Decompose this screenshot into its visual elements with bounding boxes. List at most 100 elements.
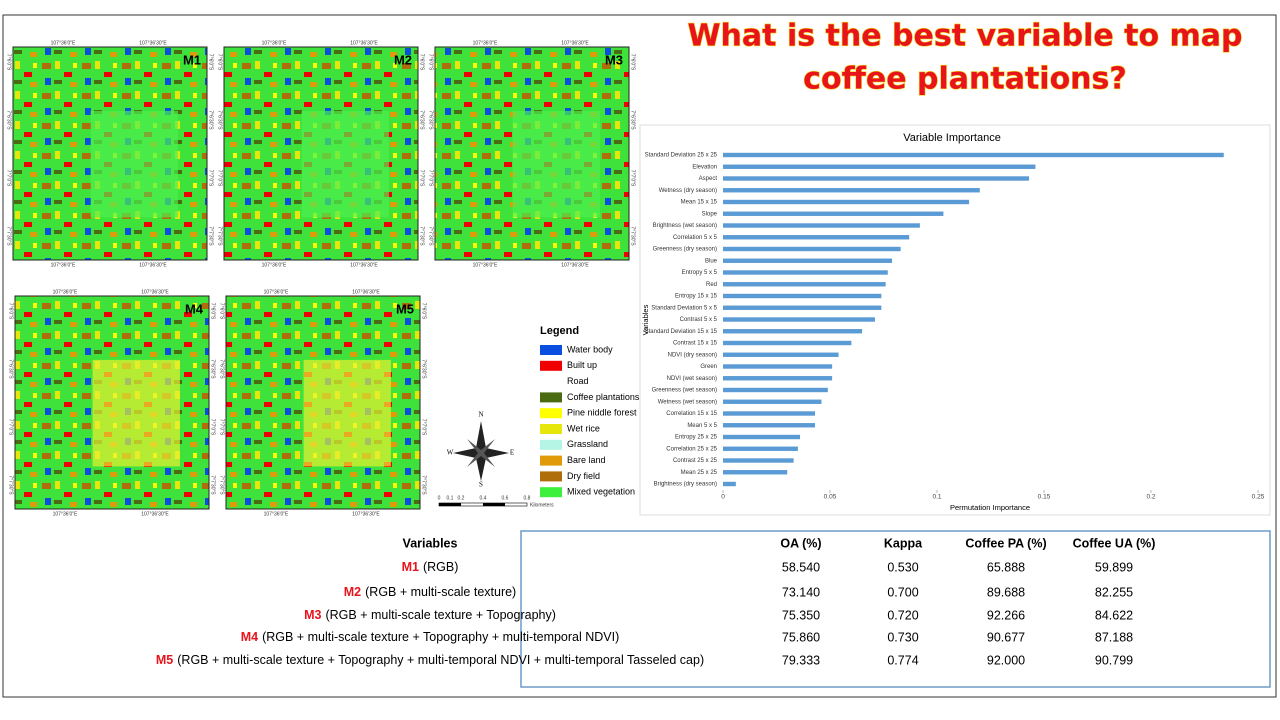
title-line: What is the best variable to map xyxy=(687,19,1242,54)
model-id: M3 xyxy=(304,608,321,622)
x-tick-label: 0.25 xyxy=(1252,494,1265,501)
y-tick-label: Slope xyxy=(702,211,718,217)
bar xyxy=(723,481,736,487)
map-coord: 7°7'30"S xyxy=(421,475,427,495)
y-tick-label: Correlation 15 x 15 xyxy=(666,411,717,417)
map-coord: 107°36'0"E xyxy=(51,262,76,268)
map-coord: 7°7'30"S xyxy=(208,226,214,246)
y-tick-label: Brightness (dry season) xyxy=(654,482,717,488)
compass-letter: E xyxy=(510,449,514,457)
y-tick-label: Contrast 5 x 5 xyxy=(680,317,718,323)
table-cell: 65.888 xyxy=(987,560,1025,574)
table-cell: M3 (RGB + multi-scale texture + Topograph… xyxy=(304,608,556,622)
table-cell: 79.333 xyxy=(782,653,820,667)
map-shade xyxy=(303,359,391,467)
map-coord: 107°36'0"E xyxy=(262,262,287,268)
map-coord: 107°36'30"E xyxy=(561,262,589,268)
table-cell: 73.140 xyxy=(782,585,820,599)
map-coord: 107°36'30"E xyxy=(139,40,167,46)
y-tick-label: Contrast 15 x 15 xyxy=(673,341,718,347)
map-coord: 7°7'0"S xyxy=(8,419,14,436)
map-coord: 107°36'30"E xyxy=(141,511,169,517)
scale-label: 0.8 xyxy=(524,495,531,501)
legend-label: Road xyxy=(567,376,589,386)
legend-swatch xyxy=(540,376,562,387)
legend-swatch xyxy=(540,360,562,371)
bar xyxy=(723,329,863,334)
legend-label: Wet rice xyxy=(567,423,600,433)
legend-title: Legend xyxy=(540,325,579,337)
scale-bar xyxy=(439,503,461,506)
map-label: M3 xyxy=(605,52,623,67)
model-desc: (RGB + multi-scale texture + Topography … xyxy=(177,653,704,667)
bar xyxy=(723,423,816,428)
x-tick-label: 0.15 xyxy=(1038,494,1051,501)
table-cell: 0.530 xyxy=(887,560,918,574)
scale-label: 0.6 xyxy=(502,495,509,501)
map-label: M4 xyxy=(185,301,204,316)
scale-bar xyxy=(483,503,505,506)
bar xyxy=(723,411,816,416)
x-tick-label: 0.1 xyxy=(932,494,941,501)
legend-swatch xyxy=(540,471,562,482)
map-coord: 7°6'0"S xyxy=(6,54,12,71)
table-cell: 58.540 xyxy=(782,560,820,574)
y-tick-label: Mean 25 x 25 xyxy=(681,470,718,476)
map-coord: 107°36'0"E xyxy=(53,511,78,517)
legend-swatch xyxy=(540,455,562,466)
chart-title: Variable Importance xyxy=(903,132,1001,144)
map-coord: 7°7'0"S xyxy=(630,170,636,187)
map-coord: 107°36'30"E xyxy=(350,40,378,46)
compass-rose xyxy=(467,439,495,467)
compass-letter: S xyxy=(479,481,483,489)
table-cell: 90.677 xyxy=(987,630,1025,644)
bar xyxy=(723,399,822,404)
y-tick-label: Contrast 25 x 25 xyxy=(673,458,718,464)
y-tick-label: Mean 15 x 15 xyxy=(681,200,718,206)
map-coord: 7°6'0"S xyxy=(210,303,216,320)
y-tick-label: Brightness (wet season) xyxy=(653,223,717,229)
map-coord: 7°6'30"S xyxy=(421,359,427,379)
map-coord: 7°7'30"S xyxy=(210,475,216,495)
y-tick-label: Wetness (wet season) xyxy=(658,399,717,405)
map-coord: 7°7'0"S xyxy=(208,170,214,187)
model-id: M1 xyxy=(402,560,419,574)
table-header: Coffee PA (%) xyxy=(965,536,1046,550)
scale-unit: Kilometers xyxy=(530,502,554,508)
bar xyxy=(723,458,794,463)
bar xyxy=(723,387,828,393)
legend-swatch xyxy=(540,408,562,419)
bar xyxy=(723,434,801,440)
legend-label: Coffee plantations xyxy=(567,392,640,402)
table-cell: M2 (RGB + multi-scale texture) xyxy=(344,585,516,599)
bar xyxy=(723,317,875,322)
bar xyxy=(723,211,944,216)
map-coord: 7°7'0"S xyxy=(421,419,427,436)
table-cell: M5 (RGB + multi-scale texture + Topograph… xyxy=(156,653,704,667)
table-cell: 75.350 xyxy=(782,608,820,622)
map-coord: 7°6'30"S xyxy=(8,359,14,379)
bar xyxy=(723,152,1224,158)
map-coord: 7°6'0"S xyxy=(428,54,434,71)
y-tick-label: Entropy 15 x 15 xyxy=(675,294,718,300)
map-coord: 107°36'30"E xyxy=(352,511,380,517)
map-coord: 7°6'0"S xyxy=(419,54,425,71)
x-tick-label: 0 xyxy=(721,494,725,501)
map-shade xyxy=(92,359,180,467)
x-tick-label: 0.2 xyxy=(1146,494,1155,501)
table-header: Variables xyxy=(403,536,458,550)
y-tick-label: Wetness (dry season) xyxy=(659,188,717,194)
map-label: M5 xyxy=(396,301,414,316)
y-tick-label: Mean 5 x 5 xyxy=(687,423,717,429)
map-coord: 7°6'30"S xyxy=(210,359,216,379)
table-cell: M4 (RGB + multi-scale texture + Topograph… xyxy=(241,630,620,644)
table-cell: 0.730 xyxy=(887,630,918,644)
map-coord: 107°36'30"E xyxy=(561,40,589,46)
table-cell: 90.799 xyxy=(1095,653,1133,667)
y-tick-label: Green xyxy=(700,364,717,370)
x-axis-label: Permutation Importance xyxy=(950,503,1030,512)
map-coord: 7°7'30"S xyxy=(6,226,12,246)
y-tick-label: Red xyxy=(706,282,717,288)
table-header: OA (%) xyxy=(780,536,821,550)
